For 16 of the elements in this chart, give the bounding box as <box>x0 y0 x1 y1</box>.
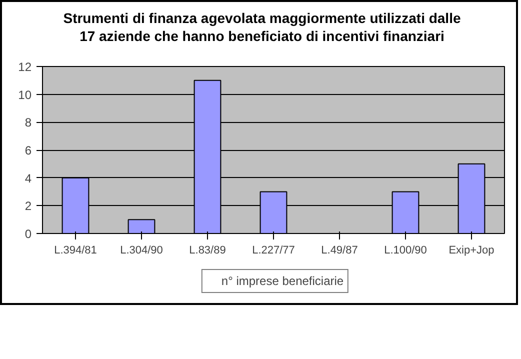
y-tick-label: 0 <box>24 227 32 241</box>
x-tick-label: L.304/90 <box>120 244 163 256</box>
y-tick-label: 2 <box>24 199 32 214</box>
chart-title: Strumenti di finanza agevolata maggiormente utilizzati dalle 17 aziende che hanno beneficiato di incentivi finanziari <box>62 10 462 45</box>
x-tick-label: Exip+Jop <box>448 244 494 256</box>
y-tick-label: 10 <box>18 88 32 102</box>
y-tick-label: 8 <box>24 116 32 130</box>
x-tick-label: L.100/90 <box>384 244 427 256</box>
y-tick-label: 12 <box>18 60 32 74</box>
x-tick-label: L.49/87 <box>321 244 358 256</box>
y-tick-label: 6 <box>24 144 32 158</box>
text: n° imprese beneficiarie <box>221 274 344 288</box>
x-tick-label: L.83/89 <box>189 244 226 256</box>
y-tick-label: 4 <box>24 171 32 186</box>
x-tick-label: L.227/77 <box>252 244 295 256</box>
x-tick-label: L.394/81 <box>54 244 97 256</box>
